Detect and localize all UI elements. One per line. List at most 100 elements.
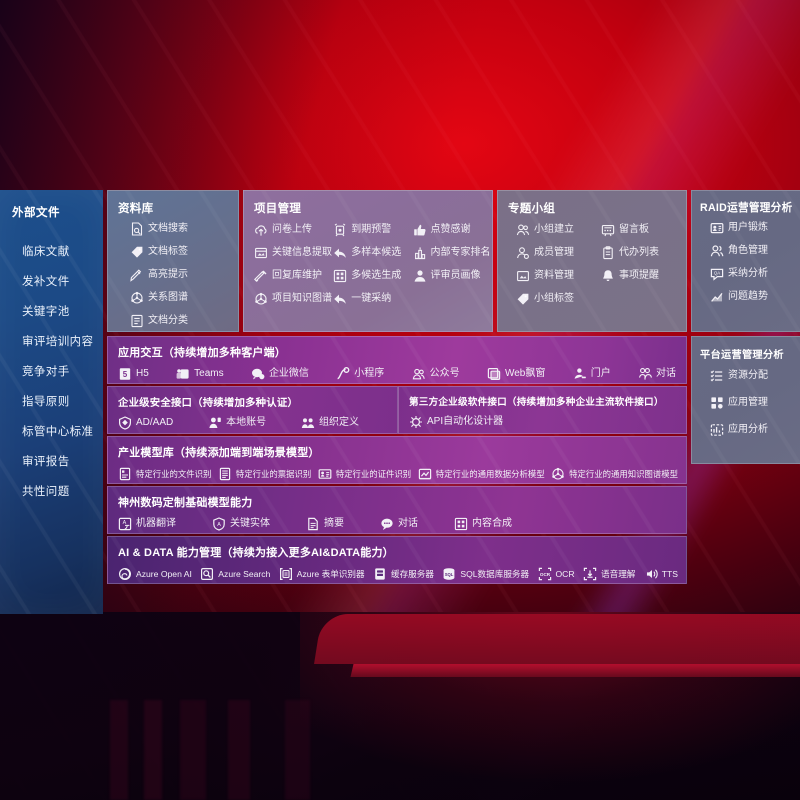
item-azure-open-ai[interactable]: Azure Open AI (118, 567, 192, 581)
item-multi-sample-candidate[interactable]: 多样本候选 (333, 246, 412, 260)
item-internal-expert-ranking[interactable]: 内部专家排名 (413, 246, 492, 260)
item-label: AD/AAD (136, 417, 174, 428)
item-machine-translation[interactable]: 机器翻译 (118, 517, 176, 531)
item-label: 问题趋势 (728, 291, 768, 302)
item-miniprogram[interactable]: 小程序 (336, 367, 384, 381)
topic-group-items: 小组建立 留言板 成员管理 代办列表 资料管理 (516, 223, 686, 315)
item-group-tag[interactable]: 小组标签 (516, 292, 601, 306)
item-resource-allocation[interactable]: 资源分配 (710, 369, 800, 383)
item-label: 多候选生成 (351, 270, 402, 281)
item-message-board[interactable]: 留言板 (601, 223, 686, 237)
sidebar-item-competitors[interactable]: 竞争对手 (22, 366, 70, 378)
item-azure-form-recognizer[interactable]: Azure 表单识别器 (279, 567, 365, 581)
item-issue-trend[interactable]: 问题趋势 (710, 290, 800, 304)
row-third-party-software: 第三方企业级软件接口（持续增加多种企业主流软件接口） API自动化设计器 (398, 386, 687, 434)
sidebar-item-review-training[interactable]: 审评培训内容 (22, 336, 94, 348)
item-knowledge-graph-model[interactable]: 特定行业的通用知识图谱模型 (551, 467, 678, 481)
item-reviewer-portrait[interactable]: 评审员画像 (413, 269, 492, 283)
item-todo-list[interactable]: 代办列表 (601, 246, 686, 260)
item-highlight-hint[interactable]: 高亮提示 (130, 268, 238, 282)
item-org-definition[interactable]: 组织定义 (301, 416, 359, 430)
card-platform-analysis: 平台运营管理分析 资源分配 应用管理 应用分析 (691, 336, 800, 464)
item-portal[interactable]: 门户 (573, 367, 611, 381)
item-content-synthesis[interactable]: 内容合成 (454, 517, 512, 531)
item-member-management[interactable]: 成员管理 (516, 246, 601, 260)
sidebar-item-standards-center[interactable]: 标管中心标准 (22, 426, 94, 438)
graph-network-icon (254, 292, 268, 306)
item-label: Teams (194, 368, 224, 379)
item-receipt-recognition[interactable]: 特定行业的票据识别 (218, 467, 311, 481)
org-define-icon (301, 416, 315, 430)
list-check-icon (710, 369, 724, 383)
sidebar-item-clinical-literature[interactable]: 临床文献 (22, 246, 70, 258)
item-summary[interactable]: 摘要 (306, 517, 344, 531)
item-file-recognition[interactable]: 特定行业的文件识别 (118, 467, 211, 481)
item-h5[interactable]: H5 (118, 367, 149, 381)
item-document-search[interactable]: 文档搜索 (130, 222, 238, 236)
item-multi-candidate-generation[interactable]: 多候选生成 (333, 269, 412, 283)
item-label: 评审员画像 (430, 270, 481, 281)
item-questionnaire-upload[interactable]: 问卷上传 (254, 223, 333, 237)
teams-icon (176, 367, 190, 381)
item-label: Azure Search (218, 569, 271, 579)
item-wecom[interactable]: 企业微信 (251, 367, 309, 381)
web-window-icon (487, 367, 501, 381)
item-cache-server[interactable]: 缓存服务器 (373, 567, 434, 581)
item-ocr[interactable]: OCR (538, 567, 575, 581)
item-web-window[interactable]: Web飘窗 (487, 367, 545, 381)
item-adoption-analysis[interactable]: 采纳分析 (710, 267, 800, 281)
item-dialog[interactable]: 对话 (638, 367, 676, 381)
item-dialogue[interactable]: 对话 (380, 517, 418, 531)
apps-grid-icon (710, 396, 724, 410)
enterprise-security-items: AD/AAD 本地账号 组织定义 (118, 416, 397, 430)
bell-icon (601, 269, 615, 283)
sidebar-item-keyword-pool[interactable]: 关键字池 (22, 306, 70, 318)
card-title-project-management: 项目管理 (254, 203, 302, 215)
item-matter-reminder[interactable]: 事项提醒 (601, 269, 686, 283)
grid-expand-icon (333, 269, 347, 283)
sidebar-item-review-report[interactable]: 审评报告 (22, 456, 70, 468)
item-ad-aad[interactable]: AD/AAD (118, 416, 173, 430)
item-reply-library-maintain[interactable]: 回复库维护 (254, 269, 333, 283)
item-expiry-alert[interactable]: 到期预警 (333, 223, 412, 237)
item-like-thanks[interactable]: 点赞感谢 (413, 223, 492, 237)
item-api-designer[interactable]: API自动化设计器 (409, 415, 503, 429)
item-label: 摘要 (324, 518, 344, 529)
item-user-training[interactable]: 用户锻炼 (710, 221, 800, 235)
item-tts[interactable]: TTS (644, 567, 678, 581)
sidebar-title: 外部文件 (12, 207, 60, 219)
item-role-management[interactable]: 角色管理 (710, 244, 800, 258)
row-base-models: 神州数码定制基础模型能力 机器翻译 关键实体 摘要 对话 (107, 486, 687, 534)
item-speech-understanding[interactable]: 语音理解 (583, 567, 635, 581)
item-group-create[interactable]: 小组建立 (516, 223, 601, 237)
item-label: 门户 (590, 368, 611, 379)
item-one-click-adopt[interactable]: 一键采纳 (333, 292, 412, 306)
chat-bubble-icon (380, 517, 394, 531)
item-app-management[interactable]: 应用管理 (710, 396, 800, 410)
sidebar-item-common-issues[interactable]: 共性问题 (22, 486, 70, 498)
item-material-management[interactable]: 资料管理 (516, 269, 601, 283)
item-project-knowledge-graph[interactable]: 项目知识图谱 (254, 292, 333, 306)
item-teams[interactable]: Teams (176, 367, 224, 381)
item-data-analysis-model[interactable]: 特定行业的通用数据分析模型 (418, 467, 545, 481)
item-label: 留言板 (619, 224, 649, 235)
item-label: 点赞感谢 (430, 224, 471, 235)
item-key-entity[interactable]: 关键实体 (212, 517, 270, 531)
sidebar-item-guidelines[interactable]: 指导原则 (22, 396, 70, 408)
tag-icon (516, 292, 530, 306)
ai-data-items: Azure Open AI Azure Search Azure 表单识别器 缓… (118, 567, 686, 581)
item-local-account[interactable]: 本地账号 (208, 416, 266, 430)
item-azure-search[interactable]: Azure Search (200, 567, 270, 581)
sidebar-item-supplement-docs[interactable]: 发补文件 (22, 276, 70, 288)
entity-badge-icon (212, 517, 226, 531)
item-key-info-extraction[interactable]: 关键信息提取 (254, 246, 333, 260)
item-label: 高亮提示 (148, 269, 188, 280)
item-document-classification[interactable]: 文档分类 (130, 314, 238, 328)
item-app-analysis[interactable]: 应用分析 (710, 423, 800, 437)
item-id-recognition[interactable]: 特定行业的证件识别 (318, 467, 411, 481)
row-title-app-interaction: 应用交互（持续增加多种客户端） (118, 347, 286, 359)
item-official-account[interactable]: 公众号 (412, 367, 460, 381)
item-sql-database-server[interactable]: SQL数据库服务器 (442, 567, 529, 581)
item-document-tag[interactable]: 文档标签 (130, 245, 238, 259)
item-relation-graph[interactable]: 关系图谱 (130, 291, 238, 305)
